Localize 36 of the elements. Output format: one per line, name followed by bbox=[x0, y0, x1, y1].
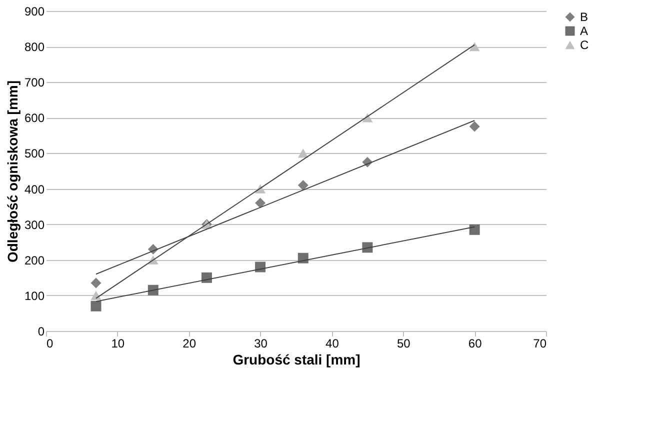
legend-label: A bbox=[580, 24, 588, 38]
point bbox=[469, 224, 480, 235]
y-tick-label: 400 bbox=[24, 182, 45, 196]
point bbox=[201, 272, 212, 283]
x-tick-label: 70 bbox=[533, 336, 547, 350]
x-tick-label: 0 bbox=[46, 336, 54, 350]
y-axis-title: Odległość ogniskowa [mm] bbox=[4, 80, 20, 263]
point bbox=[90, 290, 102, 300]
point bbox=[298, 148, 308, 158]
point bbox=[469, 42, 480, 52]
legend-label: B bbox=[580, 10, 588, 24]
x-tick-label: 40 bbox=[326, 336, 340, 350]
y-tick-label: 200 bbox=[24, 253, 45, 268]
x-tick-label: 20 bbox=[182, 336, 196, 350]
point bbox=[148, 284, 158, 296]
y-tick-label: 600 bbox=[24, 111, 45, 126]
x-tick-label: 30 bbox=[254, 336, 268, 350]
point bbox=[255, 198, 266, 208]
y-tick-label: 800 bbox=[24, 40, 45, 54]
y-tick-label: 500 bbox=[24, 146, 45, 161]
y-tick-label: 700 bbox=[24, 76, 45, 90]
point bbox=[90, 278, 102, 288]
point bbox=[298, 252, 308, 264]
point bbox=[469, 121, 480, 132]
x-tick-label: 10 bbox=[111, 336, 125, 350]
legend-label: C bbox=[580, 38, 589, 52]
y-tick-label: 900 bbox=[24, 4, 45, 18]
x-axis-title: Grubość stali [mm] bbox=[232, 352, 360, 368]
y-tick-label: 0 bbox=[38, 324, 45, 338]
x-tick-label: 60 bbox=[468, 336, 482, 350]
point bbox=[90, 300, 102, 312]
y-tick-label: 100 bbox=[24, 288, 45, 303]
point bbox=[362, 242, 373, 253]
y-tick-label: 300 bbox=[24, 218, 45, 232]
point bbox=[298, 180, 308, 190]
x-tick-label: 50 bbox=[396, 336, 411, 350]
